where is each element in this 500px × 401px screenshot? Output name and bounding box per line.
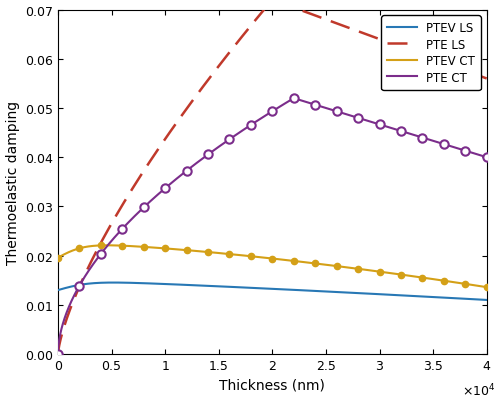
PTEV LS: [252, 286, 258, 291]
X-axis label: Thickness (nm): Thickness (nm): [220, 378, 326, 391]
PTEV LS: [472, 297, 478, 302]
PTEV LS: [110, 280, 116, 285]
PTEV CT: [393, 272, 399, 277]
PTEV CT: [252, 255, 258, 259]
PTEV CT: [264, 256, 270, 261]
PTE CT: [393, 128, 399, 132]
PTE CT: [291, 97, 297, 101]
PTE LS: [264, 5, 270, 10]
PTEV LS: [393, 293, 399, 298]
PTE CT: [484, 156, 490, 160]
PTEV CT: [77, 246, 83, 251]
Line: PTEV CT: PTEV CT: [58, 246, 486, 288]
PTE CT: [472, 152, 478, 156]
Legend: PTEV LS, PTE LS, PTEV CT, PTE CT: PTEV LS, PTE LS, PTEV CT, PTE CT: [381, 16, 481, 91]
PTE CT: [55, 352, 61, 356]
PTE CT: [77, 283, 83, 288]
Line: PTEV LS: PTEV LS: [58, 283, 486, 300]
PTE CT: [472, 152, 478, 156]
PTEV CT: [472, 283, 478, 288]
PTEV LS: [264, 286, 270, 291]
PTEV LS: [77, 283, 83, 288]
PTEV CT: [104, 243, 110, 248]
PTE LS: [393, 44, 399, 49]
PTE LS: [270, 0, 276, 3]
PTE CT: [264, 113, 270, 118]
PTE LS: [55, 352, 61, 356]
PTE LS: [472, 72, 478, 77]
PTEV CT: [472, 283, 478, 288]
Text: $\times10^{4}$: $\times10^{4}$: [462, 382, 496, 398]
PTE LS: [252, 19, 258, 24]
Line: PTE CT: PTE CT: [58, 99, 486, 354]
PTE LS: [77, 284, 83, 288]
Y-axis label: Thermoelastic damping: Thermoelastic damping: [6, 101, 20, 264]
PTEV LS: [484, 298, 490, 303]
PTEV CT: [55, 255, 61, 260]
PTEV LS: [472, 297, 478, 302]
PTEV CT: [484, 285, 490, 290]
PTE LS: [472, 72, 478, 77]
PTE LS: [484, 77, 490, 82]
PTE CT: [252, 120, 258, 125]
Line: PTE LS: PTE LS: [58, 1, 486, 354]
PTEV LS: [55, 288, 61, 293]
